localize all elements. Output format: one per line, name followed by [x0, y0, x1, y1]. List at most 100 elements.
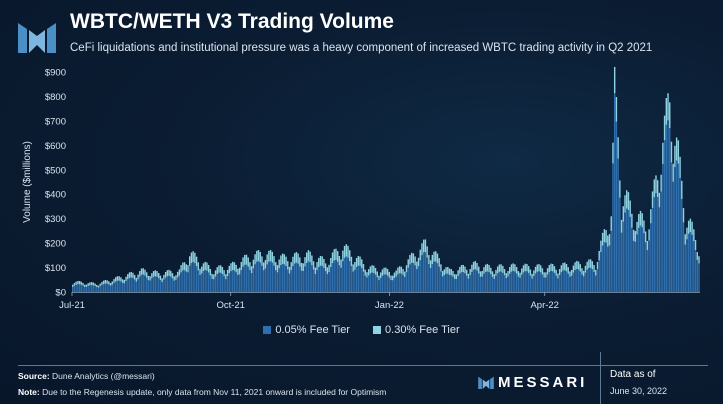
- bar-0-30-fee-tier: [245, 254, 248, 265]
- bar-0-05-fee-tier: [354, 269, 356, 292]
- bar-0-30-fee-tier: [72, 284, 74, 287]
- bar-0-05-fee-tier: [197, 270, 200, 292]
- bar-0-05-fee-tier: [466, 275, 468, 292]
- bar-0-05-fee-tier: [163, 279, 165, 292]
- bar-0-30-fee-tier: [147, 275, 150, 281]
- bar-0-30-fee-tier: [257, 250, 260, 262]
- bar-0-05-fee-tier: [273, 265, 275, 292]
- bar-0-30-fee-tier: [512, 263, 514, 271]
- bar-0-05-fee-tier: [395, 276, 397, 292]
- bar-0-05-fee-tier: [376, 277, 378, 292]
- y-axis-label: Volume ($millions): [22, 141, 33, 223]
- chart-title: WBTC/WETH V3 Trading Volume: [70, 10, 394, 33]
- bar-0-30-fee-tier: [142, 268, 144, 275]
- bar-0-05-fee-tier: [617, 158, 619, 292]
- bar-0-30-fee-tier: [269, 249, 272, 262]
- bar-0-30-fee-tier: [577, 261, 580, 270]
- bar-0-05-fee-tier: [670, 162, 673, 292]
- bar-0-30-fee-tier: [509, 267, 511, 274]
- x-tick-label: Apr-22: [530, 300, 559, 311]
- bar-0-05-fee-tier: [144, 275, 146, 292]
- bar-0-30-fee-tier: [99, 283, 101, 287]
- bar-0-30-fee-tier: [133, 274, 136, 280]
- bar-0-30-fee-tier: [419, 249, 421, 261]
- bar-0-05-fee-tier: [629, 216, 631, 292]
- y-tick-label: $600: [45, 141, 66, 152]
- bar-0-30-fee-tier: [536, 264, 538, 272]
- bar-0-30-fee-tier: [596, 261, 599, 270]
- bar-0-30-fee-tier: [130, 271, 132, 278]
- bar-0-05-fee-tier: [121, 282, 124, 292]
- bar-0-05-fee-tier: [257, 261, 260, 292]
- bar-0-05-fee-tier: [496, 273, 499, 292]
- bar-0-05-fee-tier: [158, 278, 160, 292]
- bar-0-30-fee-tier: [225, 274, 227, 280]
- bar-0-05-fee-tier: [584, 272, 587, 292]
- bar-0-05-fee-tier: [607, 246, 609, 292]
- bar-0-30-fee-tier: [188, 256, 191, 266]
- bar-0-30-fee-tier: [106, 280, 108, 284]
- bar-0-05-fee-tier: [338, 265, 341, 292]
- bar-0-30-fee-tier: [164, 272, 167, 278]
- bar-0-05-fee-tier: [268, 261, 270, 292]
- bar-0-30-fee-tier: [620, 219, 623, 233]
- bar-0-05-fee-tier: [419, 260, 421, 292]
- bar-0-30-fee-tier: [354, 261, 356, 270]
- bar-0-05-fee-tier: [552, 271, 554, 292]
- bar-0-05-fee-tier: [161, 282, 163, 292]
- bar-0-05-fee-tier: [237, 275, 239, 292]
- bar-0-05-fee-tier: [115, 281, 117, 292]
- bar-0-30-fee-tier: [170, 270, 172, 277]
- bar-0-30-fee-tier: [426, 246, 428, 258]
- bar-0-30-fee-tier: [299, 257, 301, 267]
- bar-0-05-fee-tier: [364, 275, 366, 292]
- bar-0-30-fee-tier: [467, 273, 470, 279]
- bar-0-30-fee-tier: [600, 240, 602, 253]
- bar-0-30-fee-tier: [569, 271, 571, 277]
- bar-0-05-fee-tier: [340, 267, 342, 292]
- bar-0-30-fee-tier: [539, 265, 542, 273]
- bar-0-05-fee-tier: [244, 264, 246, 292]
- bar-0-05-fee-tier: [127, 279, 129, 292]
- bar-0-30-fee-tier: [631, 213, 633, 228]
- bar-0-05-fee-tier: [562, 270, 564, 292]
- bar-0-05-fee-tier: [175, 279, 177, 292]
- bar-0-05-fee-tier: [586, 269, 588, 292]
- bar-0-30-fee-tier: [421, 243, 423, 256]
- bar-0-30-fee-tier: [450, 269, 452, 276]
- bar-0-05-fee-tier: [567, 273, 569, 292]
- source-text: Source: Dune Analytics (@messari): [18, 371, 155, 381]
- bar-0-05-fee-tier: [147, 280, 150, 292]
- bar-0-30-fee-tier: [127, 274, 129, 280]
- footer-vertical-divider: [600, 352, 601, 404]
- bar-0-05-fee-tier: [476, 270, 478, 292]
- bar-0-30-fee-tier: [632, 229, 635, 241]
- bar-0-30-fee-tier: [159, 275, 162, 281]
- bar-0-30-fee-tier: [290, 262, 292, 271]
- bar-0-05-fee-tier: [97, 287, 100, 292]
- bar-0-30-fee-tier: [607, 235, 609, 247]
- bar-0-05-fee-tier: [682, 222, 685, 292]
- bar-0-30-fee-tier: [309, 251, 311, 263]
- bar-0-05-fee-tier: [285, 266, 287, 292]
- bar-0-30-fee-tier: [120, 277, 122, 282]
- bar-0-30-fee-tier: [192, 251, 194, 263]
- bar-0-30-fee-tier: [459, 266, 461, 274]
- bar-0-30-fee-tier: [280, 255, 282, 266]
- bar-0-30-fee-tier: [404, 271, 406, 277]
- bar-0-05-fee-tier: [151, 278, 153, 292]
- bar-0-05-fee-tier: [80, 284, 83, 292]
- bar-0-05-fee-tier: [407, 267, 409, 292]
- footer-divider: [18, 365, 708, 366]
- bar-0-30-fee-tier: [584, 265, 587, 273]
- bar-0-30-fee-tier: [252, 259, 255, 269]
- bar-0-30-fee-tier: [681, 180, 683, 199]
- bar-0-05-fee-tier: [641, 227, 643, 292]
- bar-0-30-fee-tier: [223, 270, 225, 277]
- bar-0-30-fee-tier: [583, 270, 585, 277]
- bar-0-05-fee-tier: [213, 279, 215, 292]
- bar-0-05-fee-tier: [689, 232, 692, 292]
- bar-0-30-fee-tier: [507, 271, 509, 277]
- bar-0-05-fee-tier: [164, 277, 167, 292]
- bar-0-30-fee-tier: [359, 256, 361, 266]
